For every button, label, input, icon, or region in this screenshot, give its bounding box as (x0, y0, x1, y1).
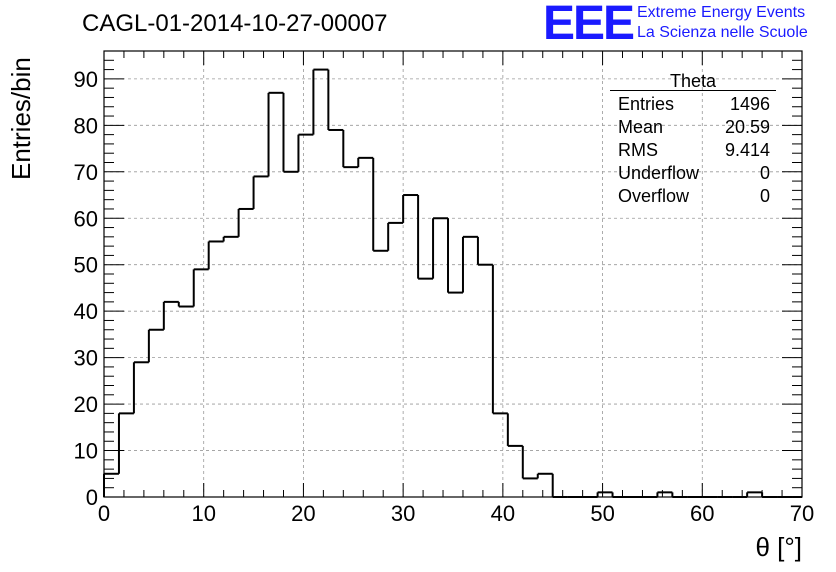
y-tick-label: 30 (74, 346, 98, 371)
stats-box: Theta Entries 1496 Mean 20.59 RMS 9.414 Und… (610, 72, 776, 208)
chart-title: CAGL-01-2014-10-27-00007 (82, 10, 388, 37)
x-tick-label: 10 (191, 501, 215, 526)
axis-ticks (103, 50, 803, 498)
x-tick-label: 60 (690, 501, 714, 526)
stats-label: RMS (618, 140, 658, 160)
stats-label: Mean (618, 117, 664, 137)
stats-row: RMS 9.414 (610, 139, 776, 162)
stats-value: 0 (759, 186, 770, 206)
y-tick-label: 80 (74, 113, 98, 138)
x-tick-labels: 0 10 20 30 40 50 60 70 (98, 501, 814, 526)
x-tick-label: 70 (790, 501, 814, 526)
x-tick-label: 30 (391, 501, 415, 526)
stats-label: Overflow (618, 186, 690, 206)
stats-row: Entries 1496 (610, 93, 776, 116)
stats-title: Theta (610, 72, 776, 91)
x-tick-label: 50 (590, 501, 614, 526)
y-tick-label: 20 (74, 392, 98, 417)
logo-line-1: Extreme Energy Events (637, 4, 806, 21)
x-tick-label: 40 (491, 501, 515, 526)
y-tick-label: 70 (74, 160, 98, 185)
stats-label: Entries (618, 94, 675, 114)
stats-row: Mean 20.59 (610, 116, 776, 139)
stats-label: Underflow (618, 163, 700, 183)
eee-logo: EEE (543, 0, 635, 50)
y-axis-label: Entries/bin (6, 57, 36, 180)
stats-value: 0 (759, 163, 770, 183)
stats-row: Underflow 0 (610, 162, 776, 185)
y-tick-label: 10 (74, 439, 98, 464)
x-axis-label: θ [°] (755, 532, 802, 562)
stats-row: Overflow 0 (610, 185, 776, 208)
y-tick-label: 40 (74, 299, 98, 324)
y-tick-label: 0 (86, 485, 98, 510)
y-tick-label: 90 (74, 67, 98, 92)
y-tick-label: 60 (74, 206, 98, 231)
y-tick-labels: 0 10 20 30 40 50 60 70 80 90 (74, 67, 98, 510)
y-tick-label: 50 (74, 253, 98, 278)
x-tick-label: 20 (291, 501, 315, 526)
logo-line-2: La Scienza nelle Scuole (637, 24, 808, 41)
stats-value: 20.59 (724, 117, 770, 137)
stats-value: 9.414 (724, 140, 770, 160)
logo-caption: Extreme Energy Events La Scienza nelle S… (637, 3, 808, 43)
grid-lines (104, 51, 802, 497)
x-tick-label: 0 (98, 501, 110, 526)
stats-value: 1496 (729, 94, 770, 114)
